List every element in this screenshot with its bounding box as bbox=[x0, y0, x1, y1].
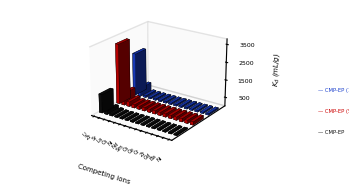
Text: — CMP-EP: — CMP-EP bbox=[318, 130, 344, 135]
X-axis label: Competing ions: Competing ions bbox=[77, 163, 131, 185]
Text: — CMP-EP (500 KGy): — CMP-EP (500 KGy) bbox=[318, 109, 349, 114]
Text: — CMP-EP (1000 KGy): — CMP-EP (1000 KGy) bbox=[318, 88, 349, 93]
